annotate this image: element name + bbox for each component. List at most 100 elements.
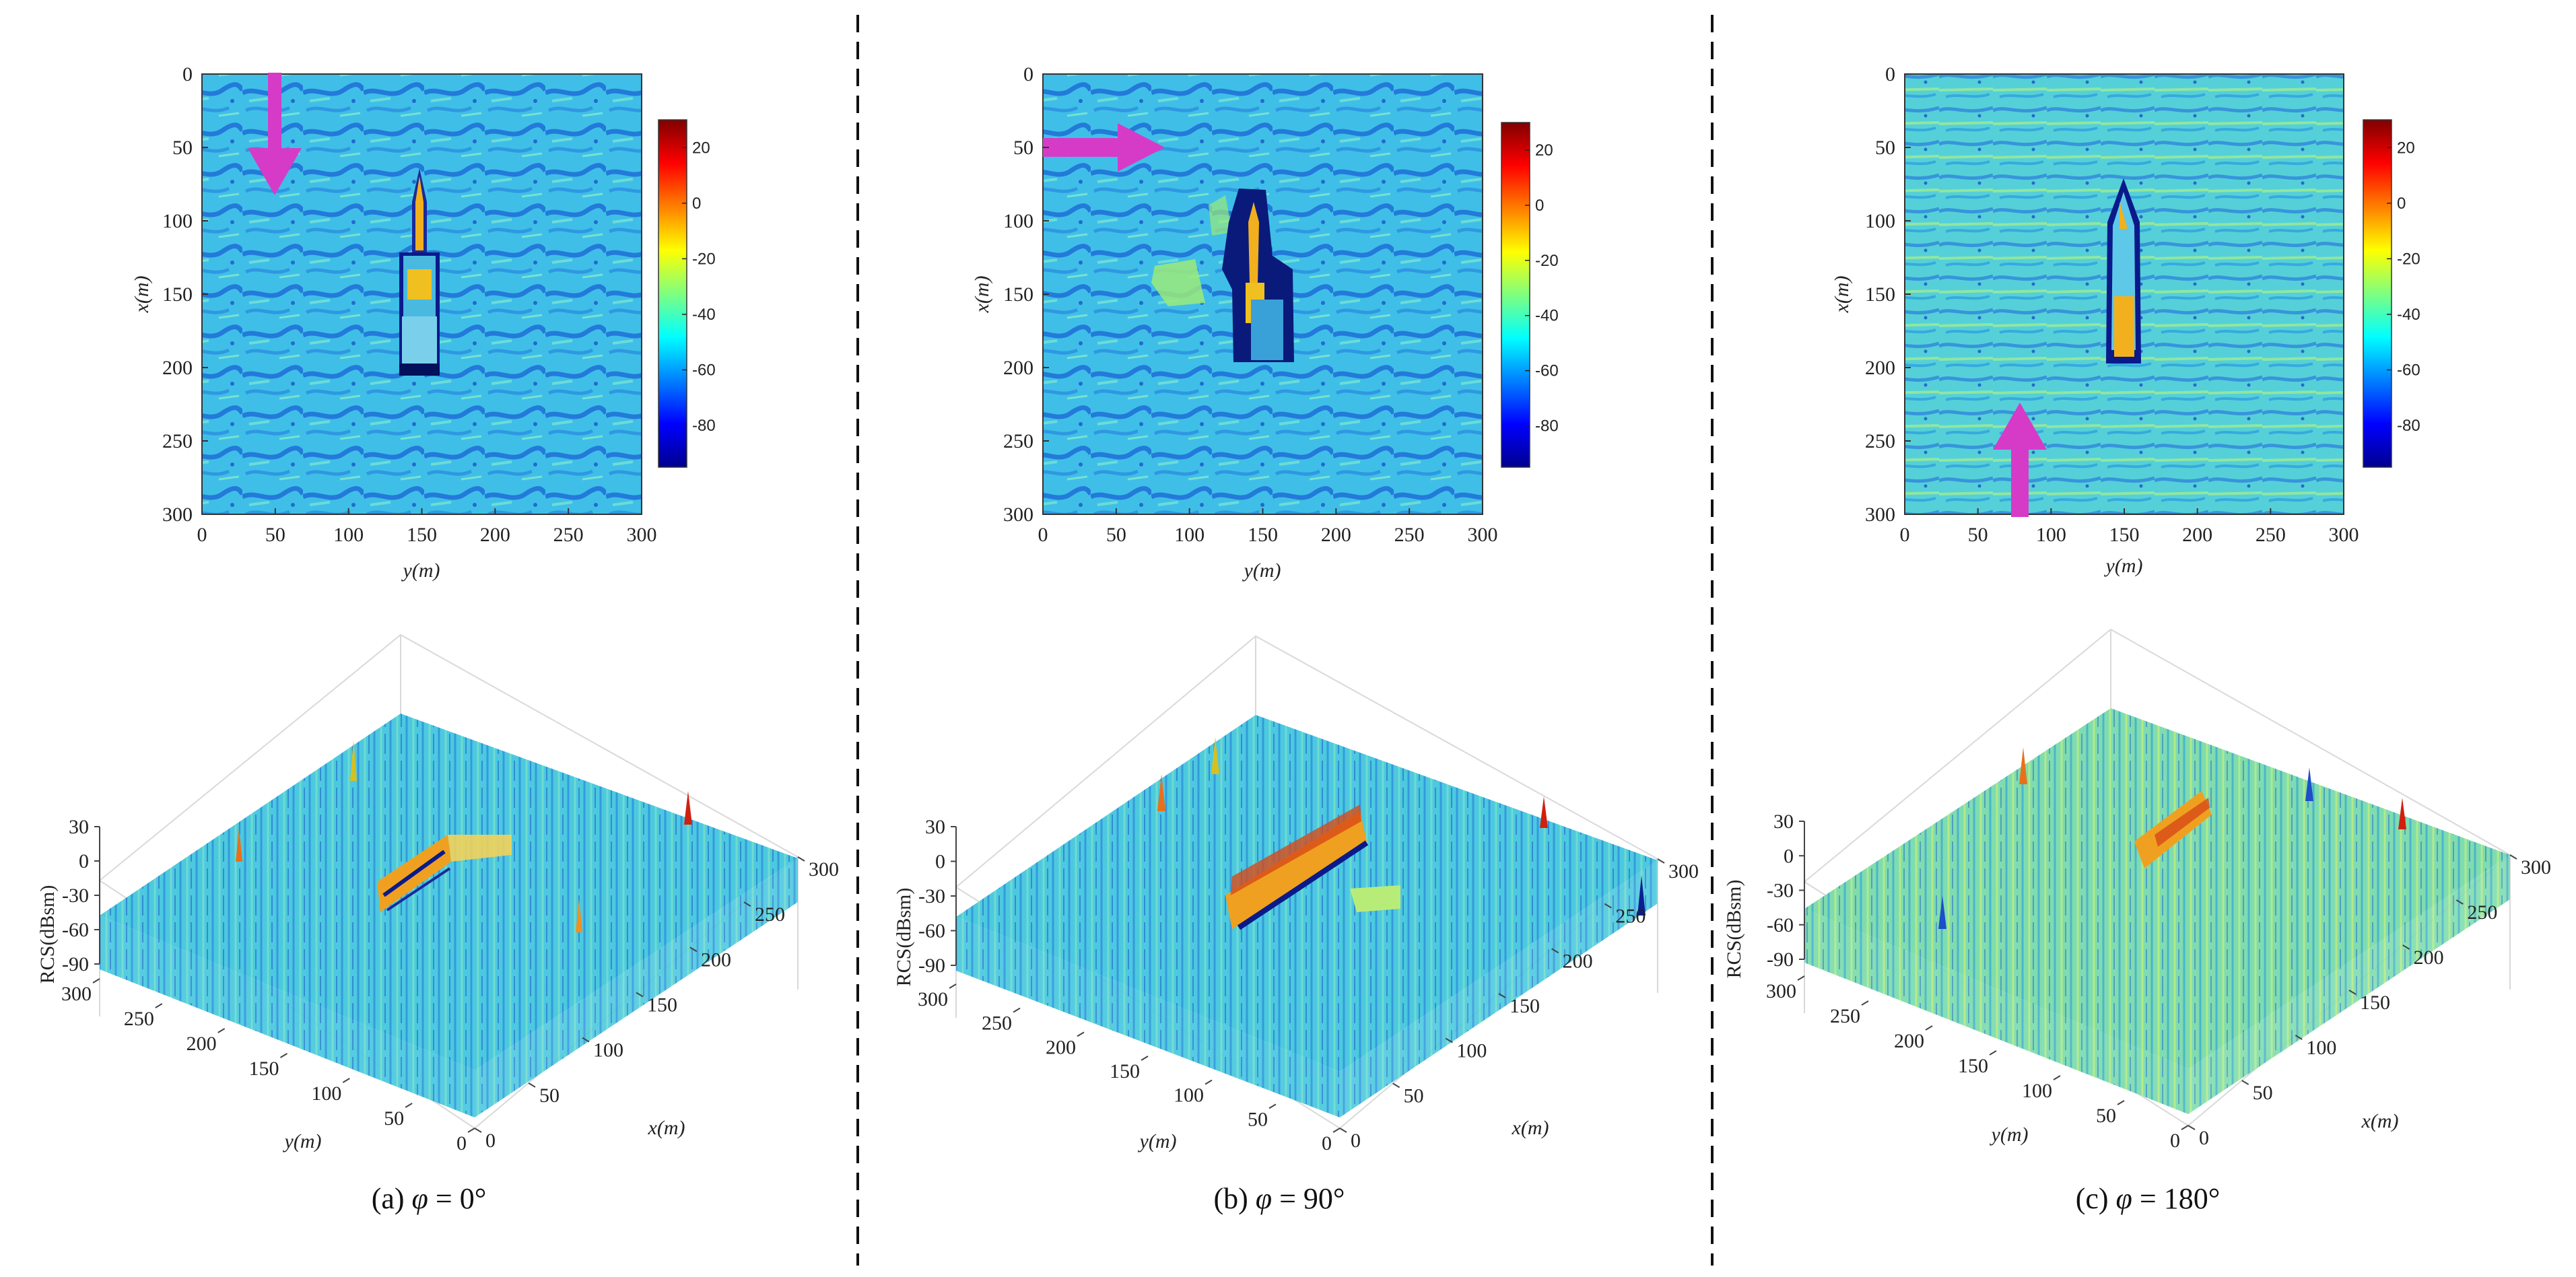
z-tick-label: 30 (925, 816, 945, 838)
surface-top (956, 715, 1658, 1072)
y-tick-mark (1925, 1025, 1933, 1031)
colorbar-tick-label: 0 (692, 195, 701, 213)
y-tick-label: 100 (1003, 210, 1033, 232)
y-tick-label: 100 (162, 210, 193, 232)
x-tick-mark (1392, 1082, 1400, 1089)
surface-yticks: 0 50 100 150 200 250 300 (61, 978, 475, 1154)
colorbar-tick-label: -80 (2397, 417, 2420, 435)
y-tick-label: 300 (162, 504, 193, 526)
z-tick-label: 0 (935, 851, 945, 873)
surface-xticks: 0 50 100 150 200 250 300 (1339, 858, 1699, 1152)
y-tick-label: 250 (982, 1012, 1012, 1035)
heatmap-xticks: 0 50 100 150 200 250 300 (1900, 508, 2359, 546)
x-tick-label: 300 (809, 858, 839, 881)
surface-xticks: 0 50 100 150 200 250 300 (474, 856, 839, 1152)
y-tick-mark (1141, 1056, 1149, 1061)
y-tick-mark (155, 1003, 163, 1008)
caption-b: (b) φ = 90° (1213, 1182, 1345, 1215)
surface-xlabel: x(m) (2361, 1110, 2399, 1132)
x-tick-label: 200 (2414, 946, 2444, 969)
y-tick-label: 300 (61, 983, 92, 1005)
colorbar-ticks: 20 0 -20 -40 -60 -80 (2387, 139, 2420, 435)
y-tick-label: 300 (1865, 504, 1895, 526)
surface-zticks: 30 0 -30 -60 -90 (1767, 810, 1805, 971)
surface-yticks: 0 50 100 150 200 250 300 (918, 983, 1341, 1154)
y-tick-mark (1861, 1000, 1869, 1006)
y-tick-mark (217, 1028, 226, 1033)
x-tick-mark (689, 946, 698, 953)
y-tick-label: 150 (162, 283, 193, 306)
colorbar-tick-label: -60 (692, 361, 716, 380)
surface-xlabel: x(m) (648, 1117, 685, 1139)
colorbar-tick-label: -20 (692, 250, 716, 268)
surface-side-left (956, 917, 1340, 1117)
x-tick-label: 150 (1248, 524, 1278, 546)
y-tick-mark (1205, 1079, 1213, 1085)
x-tick-mark (2509, 854, 2517, 860)
z-tick-label: -90 (918, 955, 945, 977)
x-tick-mark (2455, 899, 2464, 905)
x-tick-label: 50 (2253, 1082, 2273, 1104)
surface-ylabel: y(m) (1990, 1124, 2029, 1146)
colorbar-tick-label: -60 (2397, 361, 2420, 380)
heatmap-xlabel: y(m) (401, 559, 440, 582)
surface-zlabel: RCS(dBsm) (893, 888, 915, 987)
x-tick-label: 50 (539, 1084, 560, 1107)
surface-side-left (1804, 909, 2188, 1114)
colorbar-tick-label: -40 (1535, 307, 1559, 325)
x-tick-label: 150 (2360, 992, 2390, 1014)
y-tick-label: 0 (456, 1132, 467, 1154)
x-tick-label: 250 (2467, 901, 2497, 924)
x-tick-label: 0 (485, 1130, 496, 1152)
heatmap-ylabel: x(m) (1831, 276, 1853, 314)
y-tick-label: 300 (1766, 980, 1796, 1002)
surface-side-right (2188, 855, 2510, 1114)
x-tick-mark (2188, 1125, 2196, 1130)
heatmap-yticks: 0 50 100 150 200 250 300 (162, 63, 208, 526)
x-tick-mark (797, 856, 805, 862)
surface-side-left (100, 916, 475, 1117)
heatmap-ylabel: x(m) (971, 276, 993, 314)
x-tick-label: 100 (2036, 524, 2066, 546)
surface-ylabel: y(m) (1138, 1130, 1177, 1152)
heatmap-xlabel: y(m) (2104, 555, 2143, 577)
x-tick-mark (1604, 903, 1612, 909)
y-tick-label: 300 (918, 988, 948, 1010)
x-tick-label: 50 (1968, 524, 1988, 546)
x-tick-label: 50 (1106, 524, 1126, 546)
y-tick-mark (342, 1078, 350, 1083)
z-tick-label: -60 (918, 920, 945, 942)
x-tick-label: 250 (1394, 524, 1425, 546)
y-tick-label: 200 (1865, 357, 1895, 379)
y-tick-label: 200 (162, 357, 193, 379)
heatmap-xlabel: y(m) (1242, 559, 1281, 582)
incident-arrow-up (1993, 403, 2047, 517)
y-tick-mark (467, 1128, 475, 1133)
surface-zticks: 30 0 -30 -60 -90 (918, 816, 957, 977)
x-tick-mark (528, 1082, 536, 1088)
x-tick-label: 200 (480, 524, 510, 546)
x-tick-label: 150 (407, 524, 437, 546)
heatmap-ylabel: x(m) (131, 276, 153, 314)
x-tick-label: 50 (265, 524, 285, 546)
x-tick-label: 250 (1615, 905, 1646, 928)
y-tick-mark (279, 1053, 288, 1058)
heatmap-xticks: 0 50 100 150 200 250 300 (197, 508, 657, 546)
x-tick-label: 0 (197, 524, 207, 546)
y-tick-label: 100 (311, 1082, 341, 1105)
y-tick-label: 0 (1023, 63, 1033, 85)
x-tick-mark (2241, 1080, 2249, 1085)
surface-xticks: 0 50 100 150 200 250 300 (2188, 854, 2551, 1149)
colorbar-ticks: 20 0 -20 -40 -60 -80 (682, 139, 716, 435)
heatmap-ship (2106, 178, 2141, 364)
y-tick-mark (1332, 1128, 1341, 1133)
x-tick-label: 50 (1404, 1084, 1424, 1107)
heatmap-patch (1209, 195, 1232, 236)
z-tick-label: -60 (1767, 914, 1794, 936)
x-tick-label: 250 (2256, 524, 2286, 546)
x-tick-label: 0 (1038, 524, 1048, 546)
x-tick-label: 0 (2199, 1127, 2209, 1149)
